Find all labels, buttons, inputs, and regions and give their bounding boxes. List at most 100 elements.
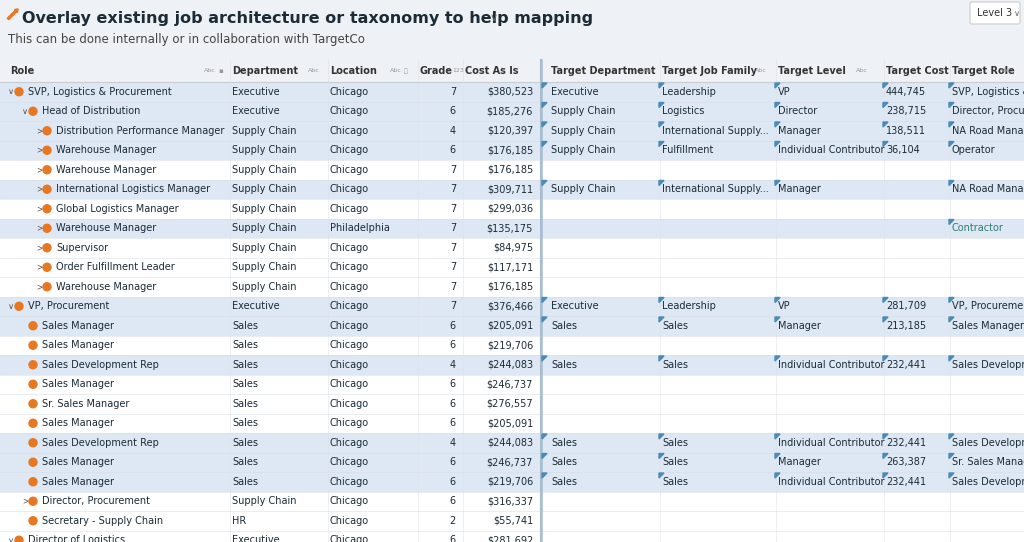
Text: NA Road Manager: NA Road Manager bbox=[952, 126, 1024, 136]
Bar bbox=[0, 492, 1024, 511]
Text: Supply Chain: Supply Chain bbox=[232, 184, 297, 194]
Text: Individual Contributor: Individual Contributor bbox=[778, 477, 885, 487]
Text: Contractor: Contractor bbox=[952, 223, 1004, 233]
Text: Sales Development Rep: Sales Development Rep bbox=[952, 360, 1024, 370]
Text: Chicago: Chicago bbox=[330, 360, 369, 370]
Text: Chicago: Chicago bbox=[330, 496, 369, 506]
Text: Target Role: Target Role bbox=[952, 66, 1015, 76]
Text: Abc: Abc bbox=[856, 68, 867, 74]
Polygon shape bbox=[542, 180, 547, 185]
Text: 444,745: 444,745 bbox=[886, 87, 926, 97]
Polygon shape bbox=[659, 122, 664, 127]
Text: Sales Manager: Sales Manager bbox=[42, 340, 114, 350]
Text: $55,741: $55,741 bbox=[493, 516, 534, 526]
Text: Supply Chain: Supply Chain bbox=[551, 126, 615, 136]
Polygon shape bbox=[542, 434, 547, 439]
Text: Executive: Executive bbox=[551, 87, 599, 97]
Text: 138,511: 138,511 bbox=[886, 126, 926, 136]
Text: >: > bbox=[36, 224, 42, 233]
Polygon shape bbox=[659, 102, 664, 107]
Text: ∨: ∨ bbox=[22, 107, 28, 116]
Text: $205,091: $205,091 bbox=[486, 321, 534, 331]
Text: Sales Development Rep: Sales Development Rep bbox=[42, 360, 159, 370]
Text: Target Level: Target Level bbox=[778, 66, 846, 76]
Text: Sales Development Rep: Sales Development Rep bbox=[42, 438, 159, 448]
Text: Director of Logistics: Director of Logistics bbox=[28, 535, 125, 542]
Text: Warehouse Manager: Warehouse Manager bbox=[56, 223, 157, 233]
Text: Warehouse Manager: Warehouse Manager bbox=[56, 145, 157, 155]
Text: Global Logistics Manager: Global Logistics Manager bbox=[56, 204, 178, 214]
Text: HR: HR bbox=[232, 516, 246, 526]
Text: >: > bbox=[36, 263, 42, 272]
Circle shape bbox=[29, 420, 37, 427]
Text: Sr. Sales Manager: Sr. Sales Manager bbox=[952, 457, 1024, 467]
Text: Executive: Executive bbox=[232, 535, 280, 542]
FancyBboxPatch shape bbox=[970, 2, 1020, 24]
Text: 263,387: 263,387 bbox=[886, 457, 926, 467]
Text: $376,466: $376,466 bbox=[486, 301, 534, 311]
Text: Sales: Sales bbox=[551, 321, 577, 331]
Text: $299,036: $299,036 bbox=[486, 204, 534, 214]
Text: $276,557: $276,557 bbox=[486, 399, 534, 409]
Text: Director, Procurement: Director, Procurement bbox=[952, 106, 1024, 116]
Circle shape bbox=[43, 127, 51, 135]
Polygon shape bbox=[775, 356, 780, 361]
Text: 6: 6 bbox=[450, 106, 456, 116]
Text: Sales: Sales bbox=[662, 457, 688, 467]
Bar bbox=[0, 121, 1024, 140]
Text: NA Road Manager: NA Road Manager bbox=[952, 184, 1024, 194]
Text: Sales Manager: Sales Manager bbox=[42, 457, 114, 467]
Text: $176,185: $176,185 bbox=[486, 145, 534, 155]
Polygon shape bbox=[775, 317, 780, 322]
Text: Individual Contributor: Individual Contributor bbox=[778, 438, 885, 448]
Circle shape bbox=[29, 478, 37, 486]
Text: Director: Director bbox=[778, 106, 817, 116]
Text: International Supply...: International Supply... bbox=[662, 184, 769, 194]
Circle shape bbox=[29, 400, 37, 408]
Text: Level 3: Level 3 bbox=[978, 8, 1013, 18]
Text: 7: 7 bbox=[450, 223, 456, 233]
Polygon shape bbox=[883, 141, 888, 146]
Text: Sales: Sales bbox=[551, 477, 577, 487]
Text: Chicago: Chicago bbox=[330, 418, 369, 428]
Text: VP: VP bbox=[778, 87, 791, 97]
Circle shape bbox=[43, 205, 51, 213]
Text: 7: 7 bbox=[450, 301, 456, 311]
Text: Supply Chain: Supply Chain bbox=[232, 126, 297, 136]
Text: Sales: Sales bbox=[551, 438, 577, 448]
Text: Manager: Manager bbox=[778, 457, 821, 467]
Text: Sales Manager: Sales Manager bbox=[42, 321, 114, 331]
Polygon shape bbox=[775, 180, 780, 185]
Polygon shape bbox=[949, 122, 954, 127]
Bar bbox=[0, 277, 1024, 296]
Text: Department: Department bbox=[232, 66, 298, 76]
Text: VP: VP bbox=[778, 301, 791, 311]
Circle shape bbox=[29, 439, 37, 447]
Circle shape bbox=[29, 458, 37, 466]
Text: Chicago: Chicago bbox=[330, 165, 369, 175]
Text: Supply Chain: Supply Chain bbox=[232, 496, 297, 506]
Text: Abc: Abc bbox=[1000, 68, 1012, 74]
Text: 7: 7 bbox=[450, 204, 456, 214]
Text: Sales Development Rep: Sales Development Rep bbox=[952, 438, 1024, 448]
Polygon shape bbox=[542, 102, 547, 107]
Bar bbox=[0, 296, 1024, 316]
Text: Supply Chain: Supply Chain bbox=[232, 165, 297, 175]
Polygon shape bbox=[659, 454, 664, 459]
Text: International Supply...: International Supply... bbox=[662, 126, 769, 136]
Text: ▪: ▪ bbox=[218, 68, 223, 74]
Text: 7: 7 bbox=[450, 262, 456, 272]
Polygon shape bbox=[775, 102, 780, 107]
Text: Supply Chain: Supply Chain bbox=[232, 262, 297, 272]
Polygon shape bbox=[883, 102, 888, 107]
Text: Target Department: Target Department bbox=[551, 66, 655, 76]
Text: Sales: Sales bbox=[662, 360, 688, 370]
Circle shape bbox=[29, 380, 37, 388]
Circle shape bbox=[43, 263, 51, 271]
Text: Supply Chain: Supply Chain bbox=[551, 106, 615, 116]
Text: 6: 6 bbox=[450, 321, 456, 331]
Text: Supply Chain: Supply Chain bbox=[232, 223, 297, 233]
Text: Supply Chain: Supply Chain bbox=[232, 243, 297, 253]
Text: Executive: Executive bbox=[232, 87, 280, 97]
Polygon shape bbox=[542, 141, 547, 146]
